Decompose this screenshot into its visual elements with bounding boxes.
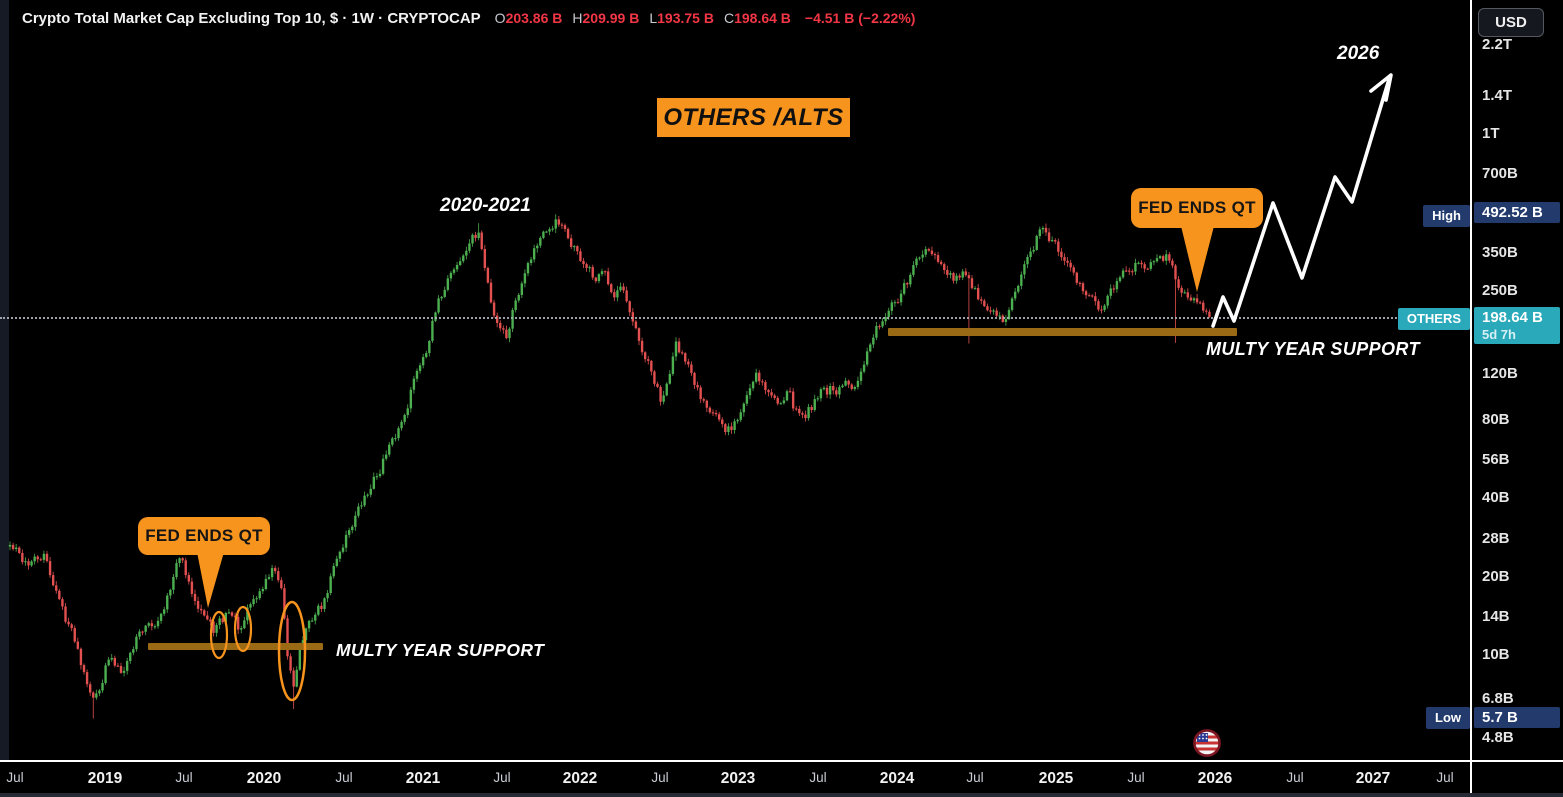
symbol-title[interactable]: Crypto Total Market Cap Excluding Top 10… [22,10,481,27]
low-label-badge: Low [1426,707,1470,729]
time-tick-Jul: Jul [1286,770,1304,785]
chart-legend[interactable]: Crypto Total Market Cap Excluding Top 10… [22,10,915,28]
bar-countdown: 5d 7h [1482,326,1516,342]
price-tick-4.8B: 4.8B [1482,728,1514,746]
price-tick-10B: 10B [1482,645,1510,663]
fed-ends-qt-callout-left[interactable]: FED ENDS QT [138,517,270,555]
others-alts-label[interactable]: OTHERS /ALTS [657,98,850,137]
pane-left-edge [0,0,9,760]
current-price-badge: 198.64 B 5d 7h [1474,306,1560,344]
low-label: L [649,10,658,26]
time-tick-2021: 2021 [405,770,441,787]
close-value: 198.64 B [734,10,791,26]
low-value: 193.75 B [657,10,714,26]
window-bottom-edge [0,793,1563,797]
multi-year-support-label-left[interactable]: MULTY YEAR SUPPORT [336,640,545,660]
price-tick-350B: 350B [1482,243,1518,261]
price-tick-14B: 14B [1482,607,1510,625]
low-price-badge: 5.7 B [1474,706,1560,728]
time-tick-2023: 2023 [720,770,756,787]
price-tick-2.2T: 2.2T [1482,35,1513,53]
time-tick-Jul: Jul [175,770,193,785]
time-tick-2026: 2026 [1197,770,1233,787]
close-label: C [723,10,735,26]
multi-year-support-label-right[interactable]: MULTY YEAR SUPPORT [1206,339,1420,359]
price-tick-20B: 20B [1482,567,1510,585]
price-tick-120B: 120B [1482,364,1518,382]
time-tick-2024: 2024 [879,770,915,787]
price-tick-6.8B: 6.8B [1482,689,1514,707]
time-tick-2019: 2019 [87,770,123,787]
time-tick-Jul: Jul [6,770,24,785]
open-label: O [494,10,506,26]
price-tick-40B: 40B [1482,489,1510,507]
support-line-2024[interactable] [888,328,1237,336]
time-tick-2022: 2022 [562,770,598,787]
high-label-badge: High [1423,205,1470,227]
price-tick-56B: 56B [1482,451,1510,469]
fed-ends-qt-callout-right[interactable]: FED ENDS QT [1131,188,1263,228]
time-tick-Jul: Jul [335,770,353,785]
price-tick-250B: 250B [1482,281,1518,299]
axis-corner-separator [1470,762,1472,795]
time-tick-Jul: Jul [651,770,669,785]
price-tick-1T: 1T [1482,125,1500,143]
ohlc-values: O203.86 B H209.99 B L193.75 B C198.64 B [495,10,791,28]
open-value: 203.86 B [505,10,563,26]
support-line-2019[interactable] [148,643,323,650]
time-tick-2025: 2025 [1038,770,1074,787]
price-tick-700B: 700B [1482,165,1518,183]
era-2020-2021-label[interactable]: 2020-2021 [440,195,531,216]
time-axis[interactable]: Jul 2019 Jul 2020 Jul 2021 Jul 2022 Jul 2023 Jul 20… [0,760,1563,797]
time-tick-Jul: Jul [1127,770,1145,785]
price-tick-28B: 28B [1482,529,1510,547]
high-label: H [572,10,583,26]
price-tick-1.4T: 1.4T [1482,87,1513,105]
price-axis[interactable]: USD 492.52 B 198.64 B 5d 7h 5.7 B 2.2T 1.… [1470,0,1563,760]
target-2026-label[interactable]: 2026 [1337,43,1380,64]
chart-pane[interactable]: OTHERS /ALTS 2020-2021 2026 MULTY YEAR S… [0,0,1470,760]
time-tick-2020: 2020 [246,770,282,787]
high-value: 209.99 B [582,10,640,26]
time-tick-Jul: Jul [809,770,827,785]
time-tick-Jul: Jul [1436,770,1454,785]
change-value: −4.51 B (−2.22%) [804,10,916,26]
price-tick-80B: 80B [1482,410,1510,428]
time-tick-Jul: Jul [493,770,511,785]
time-tick-2027: 2027 [1355,770,1391,787]
high-price-badge: 492.52 B [1474,202,1560,224]
others-symbol-badge: OTHERS [1397,308,1470,330]
current-price-dotted-line [0,317,1468,319]
time-tick-Jul: Jul [966,770,984,785]
currency-usd-button[interactable]: USD [1478,8,1544,37]
